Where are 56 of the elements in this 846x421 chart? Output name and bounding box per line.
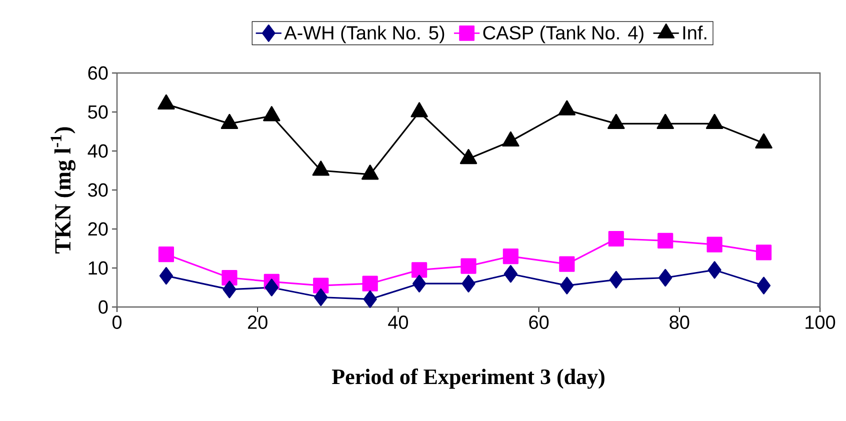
point	[609, 270, 623, 288]
point	[411, 262, 428, 278]
point	[708, 261, 722, 279]
point	[504, 265, 518, 283]
point	[412, 274, 426, 292]
point	[460, 149, 478, 164]
point	[159, 267, 174, 285]
point	[462, 274, 476, 292]
point	[158, 94, 175, 110]
point	[263, 106, 280, 122]
y-tick-label: 50	[88, 105, 108, 119]
point	[658, 268, 672, 287]
point	[312, 160, 330, 176]
point	[362, 276, 378, 292]
point	[756, 276, 771, 294]
point	[559, 256, 575, 272]
y-tick-label: 60	[88, 66, 108, 80]
x-tick-label: 100	[806, 316, 836, 329]
point	[502, 131, 520, 147]
point	[706, 114, 724, 129]
point	[361, 164, 379, 180]
point	[706, 236, 722, 252]
point	[363, 290, 377, 308]
x-axis-title: Period of Experiment 3 (day)	[332, 368, 604, 389]
legend-label: Inf.	[683, 26, 706, 40]
y-tick-label: 40	[88, 144, 108, 158]
point	[314, 288, 328, 306]
point	[658, 232, 674, 248]
point	[460, 258, 476, 274]
y-tick-label: 10	[88, 261, 108, 275]
point	[264, 278, 278, 296]
point	[755, 133, 772, 148]
point	[220, 114, 238, 129]
point	[313, 278, 329, 294]
y-tick-label: 20	[88, 222, 108, 236]
x-tick-label: 0	[112, 316, 122, 329]
x-tick-label: 20	[248, 316, 268, 329]
x-tick-label: 80	[670, 316, 690, 329]
y-tick-label: 0	[98, 300, 108, 314]
legend-label: A-WH (Tank No. 5)	[284, 26, 444, 44]
point	[560, 276, 574, 294]
point	[608, 114, 625, 129]
x-tick-label: 60	[529, 316, 549, 329]
x-tick-label: 40	[388, 316, 408, 329]
y-axis-title: TKN (mg l$^{-1}$)	[50, 127, 76, 254]
point	[656, 114, 674, 129]
point	[158, 246, 174, 262]
point	[222, 280, 236, 298]
point	[410, 102, 428, 118]
point	[756, 244, 772, 260]
point	[222, 270, 238, 286]
y-tick-label: 30	[88, 183, 108, 197]
point	[608, 230, 624, 247]
point	[558, 100, 576, 116]
legend-label: CASP (Tank No. 4)	[483, 26, 644, 44]
point	[502, 248, 518, 264]
